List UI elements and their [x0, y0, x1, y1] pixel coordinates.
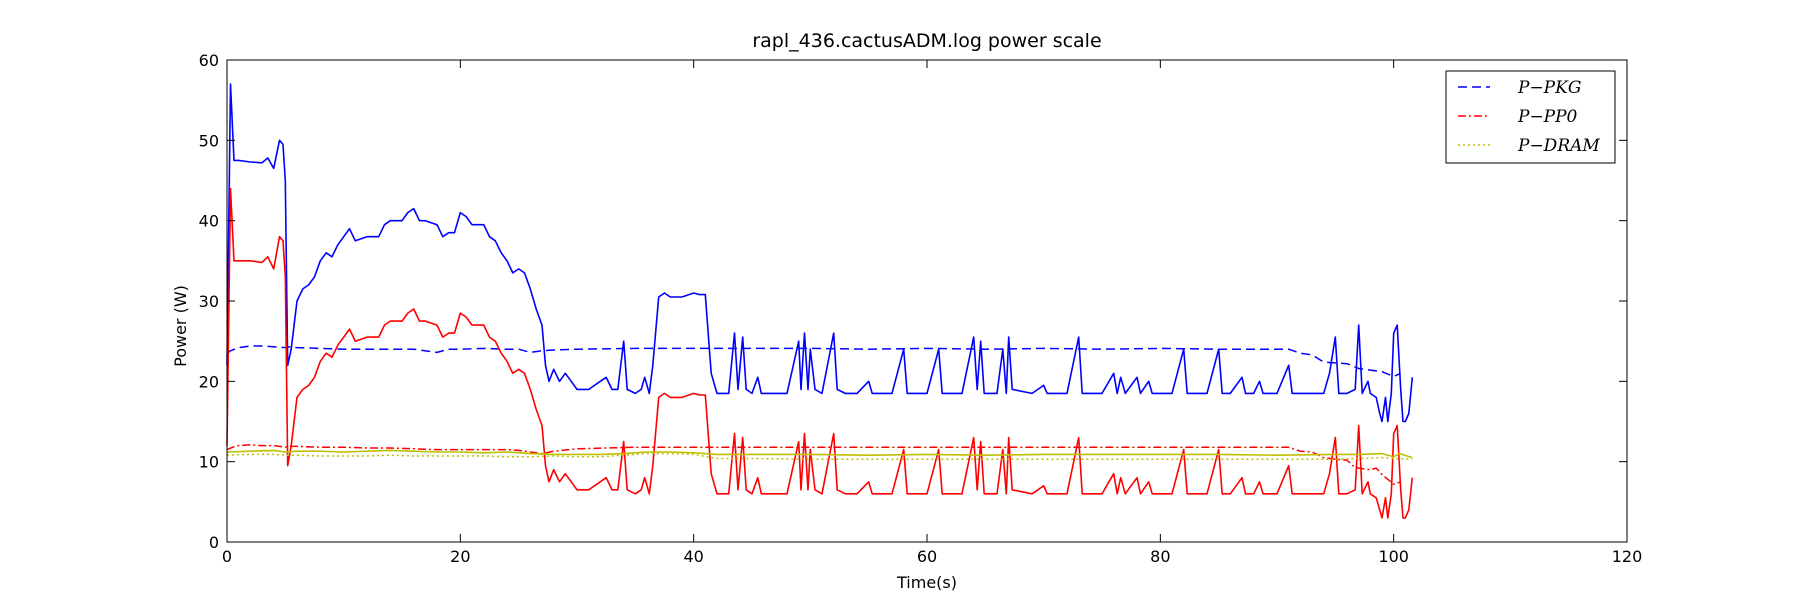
chart-title: rapl_436.cactusADM.log power scale	[752, 30, 1101, 52]
y-tick-label: 20	[199, 372, 219, 391]
series-line-2	[226, 444, 1401, 485]
y-tick-label: 50	[199, 131, 219, 150]
x-axis-label: Time(s)	[896, 573, 957, 592]
plot-frame	[226, 59, 1628, 543]
x-tick-label: 40	[683, 547, 703, 566]
legend-label: P−PKG	[1517, 78, 1581, 98]
series-line-0	[226, 345, 1402, 378]
legend-label: P−DRAM	[1517, 136, 1600, 156]
y-tick-label: 40	[199, 212, 219, 231]
x-tick-label: 80	[1150, 547, 1170, 566]
tick-layer: 0 20 40 60 80 100 120 0 10 20 30 40 50 60	[199, 51, 1643, 566]
series-line-3	[226, 187, 1414, 519]
y-tick-label: 60	[199, 51, 219, 70]
x-tick-label: 100	[1378, 547, 1409, 566]
y-axis-label: Power (W)	[171, 285, 190, 367]
y-tick-label: 10	[199, 453, 219, 472]
legend-label: P−PP0	[1517, 107, 1578, 127]
series-layer	[226, 83, 1414, 519]
x-tick-label: 20	[450, 547, 470, 566]
x-tick-label: 60	[917, 547, 937, 566]
y-tick-label: 0	[209, 533, 219, 552]
legend: P−PKG P−PP0 P−DRAM	[1445, 70, 1616, 164]
series-line-4	[226, 452, 1413, 461]
x-tick-label: 0	[222, 547, 232, 566]
y-tick-label: 30	[199, 292, 219, 311]
series-line-5	[226, 449, 1413, 459]
series-line-1	[226, 83, 1414, 423]
x-tick-label: 120	[1612, 547, 1643, 566]
